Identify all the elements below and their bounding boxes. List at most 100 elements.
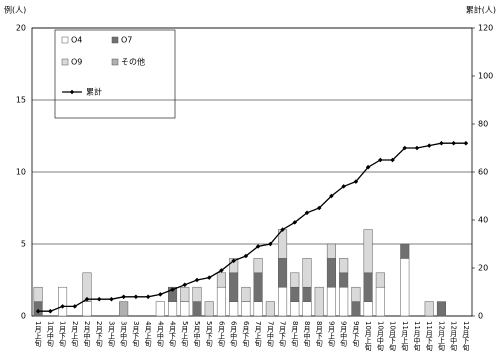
x-tick-label: 12月上旬 bbox=[437, 321, 445, 352]
y2-tick-label: 0 bbox=[478, 312, 483, 321]
bar bbox=[326, 258, 336, 288]
line-marker bbox=[182, 282, 188, 288]
bar bbox=[278, 258, 288, 288]
bar bbox=[290, 286, 300, 302]
y2-tick-label: 40 bbox=[478, 216, 488, 225]
line-marker bbox=[280, 227, 285, 232]
bar bbox=[400, 243, 410, 259]
x-tick-label: 11月下旬 bbox=[425, 321, 433, 352]
bar bbox=[155, 301, 165, 317]
legend-label: その他 bbox=[121, 57, 145, 67]
x-tick-label: 11月上旬 bbox=[401, 321, 409, 352]
y2-tick-label: 60 bbox=[478, 168, 488, 177]
y2-axis-label: 累計(人) bbox=[466, 5, 496, 15]
x-tick-label: 11月中旬 bbox=[413, 321, 421, 352]
bar bbox=[363, 229, 373, 274]
line-marker bbox=[463, 140, 469, 146]
line-marker bbox=[48, 308, 53, 314]
bar bbox=[33, 286, 43, 302]
line-marker bbox=[96, 296, 102, 302]
bar bbox=[302, 301, 312, 317]
legend-swatch bbox=[61, 58, 69, 66]
x-tick-label: 7月下旬 bbox=[279, 321, 287, 348]
y-tick-label: 15 bbox=[16, 96, 26, 105]
line-marker bbox=[341, 184, 346, 189]
bar bbox=[302, 286, 312, 302]
bar bbox=[375, 286, 385, 317]
bar bbox=[192, 286, 202, 302]
x-tick-label: 3月中旬 bbox=[120, 321, 128, 348]
line-marker bbox=[231, 258, 236, 264]
bar bbox=[278, 286, 288, 317]
line-marker bbox=[243, 253, 249, 259]
bar bbox=[241, 286, 251, 302]
x-tick-label: 6月下旬 bbox=[242, 321, 250, 348]
x-tick-label: 9月下旬 bbox=[352, 321, 360, 348]
bar bbox=[314, 286, 324, 317]
bar bbox=[192, 301, 202, 317]
bar bbox=[229, 301, 239, 317]
bar bbox=[180, 286, 190, 302]
x-tick-label: 4月中旬 bbox=[156, 321, 164, 348]
line-marker bbox=[206, 275, 212, 280]
legend-swatch bbox=[111, 58, 119, 66]
bar bbox=[253, 258, 263, 274]
bar bbox=[241, 301, 251, 317]
bar bbox=[290, 301, 300, 317]
x-tick-label: 3月下旬 bbox=[132, 321, 140, 348]
y-tick-label: 20 bbox=[16, 24, 26, 33]
x-tick-label: 12月下旬 bbox=[462, 321, 470, 352]
x-tick-label: 7月中旬 bbox=[266, 321, 274, 348]
y2-tick-label: 100 bbox=[478, 72, 493, 81]
y-tick-label: 0 bbox=[21, 312, 26, 321]
y2-tick-label: 20 bbox=[478, 264, 488, 273]
bar bbox=[400, 258, 410, 317]
x-tick-label: 5月下旬 bbox=[205, 321, 213, 348]
legend-swatch bbox=[111, 36, 119, 44]
bar bbox=[180, 301, 190, 317]
bar bbox=[168, 286, 178, 302]
line-marker bbox=[365, 164, 371, 170]
bar bbox=[290, 272, 300, 288]
line-marker bbox=[390, 157, 395, 163]
y2-tick-label: 120 bbox=[478, 24, 493, 33]
line-marker bbox=[133, 294, 139, 300]
x-tick-label: 6月中旬 bbox=[230, 321, 238, 348]
x-tick-label: 1月下旬 bbox=[59, 321, 67, 348]
legend-swatch bbox=[61, 36, 69, 44]
line-marker bbox=[170, 287, 175, 292]
bar bbox=[351, 286, 361, 302]
line-marker bbox=[121, 294, 126, 300]
bar bbox=[326, 243, 336, 259]
bar bbox=[424, 301, 434, 317]
x-tick-label: 2月中旬 bbox=[83, 321, 91, 348]
legend-label: O9 bbox=[71, 58, 82, 67]
x-tick-label: 10月上旬 bbox=[364, 321, 372, 352]
x-tick-label: 4月上旬 bbox=[144, 321, 152, 348]
bar bbox=[58, 286, 68, 317]
line-marker bbox=[255, 244, 261, 249]
bar bbox=[363, 272, 373, 302]
line-marker bbox=[109, 296, 114, 302]
x-tick-label: 6月上旬 bbox=[217, 321, 225, 348]
x-tick-label: 10月下旬 bbox=[389, 321, 397, 352]
x-tick-label: 4月下旬 bbox=[169, 321, 177, 348]
x-tick-label: 9月中旬 bbox=[340, 321, 348, 348]
x-tick-label: 8月中旬 bbox=[303, 321, 311, 348]
bar bbox=[339, 286, 349, 317]
line-marker bbox=[145, 294, 151, 300]
line-marker bbox=[439, 140, 444, 146]
legend-label: O7 bbox=[121, 36, 132, 45]
x-tick-label: 8月上旬 bbox=[291, 321, 299, 348]
x-tick-label: 1月中旬 bbox=[46, 321, 54, 348]
line-marker bbox=[414, 145, 420, 151]
x-tick-label: 2月上旬 bbox=[71, 321, 79, 348]
y-axis-label: 例(人) bbox=[4, 5, 26, 15]
x-tick-label: 2月下旬 bbox=[95, 321, 103, 348]
bar bbox=[229, 272, 239, 302]
bar bbox=[375, 272, 385, 288]
bar bbox=[339, 258, 349, 274]
bar bbox=[326, 286, 336, 317]
bar bbox=[351, 301, 361, 317]
